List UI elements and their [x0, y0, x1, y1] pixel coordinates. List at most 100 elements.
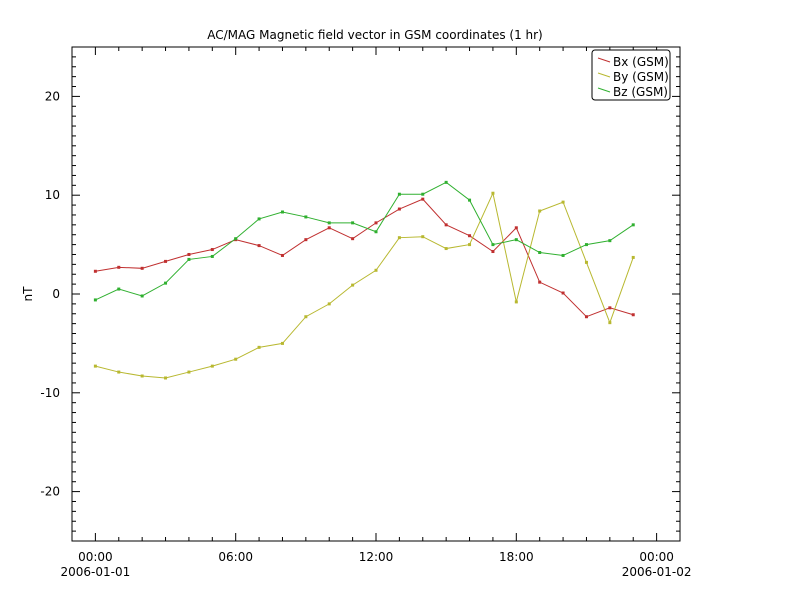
series-line	[95, 191, 634, 379]
data-point	[210, 254, 214, 258]
y-tick-label: 20	[45, 89, 60, 103]
data-point	[631, 255, 635, 259]
data-point	[164, 259, 168, 263]
series-line	[95, 181, 634, 301]
y-tick-label: -20	[40, 485, 60, 499]
data-point	[538, 280, 542, 284]
data-point	[351, 221, 355, 225]
data-point	[421, 192, 425, 196]
data-point	[584, 315, 588, 319]
data-point	[421, 235, 425, 239]
data-point	[257, 244, 261, 248]
legend-label: Bz (GSM)	[613, 85, 668, 99]
series-by	[93, 191, 635, 380]
data-point	[187, 257, 191, 261]
data-point	[514, 300, 518, 304]
data-point	[210, 248, 214, 252]
data-point	[187, 370, 191, 374]
data-point	[374, 230, 378, 234]
y-axis-label: nT	[21, 286, 35, 302]
data-point	[327, 226, 331, 230]
data-point	[561, 253, 565, 257]
data-point	[280, 253, 284, 257]
legend-label: By (GSM)	[613, 70, 669, 84]
x-tick-label: 00:00	[78, 550, 113, 564]
data-point	[327, 221, 331, 225]
data-point	[584, 243, 588, 247]
data-point	[444, 223, 448, 227]
data-point	[538, 209, 542, 213]
data-point	[631, 223, 635, 227]
data-point	[93, 269, 97, 273]
data-point	[304, 215, 308, 219]
data-point	[374, 221, 378, 225]
data-point	[234, 237, 238, 241]
data-point	[257, 217, 261, 221]
data-point	[117, 287, 121, 291]
data-point	[304, 238, 308, 242]
chart-title: AC/MAG Magnetic field vector in GSM coor…	[207, 28, 543, 42]
legend: Bx (GSM)By (GSM)Bz (GSM)	[591, 49, 671, 101]
data-point	[93, 364, 97, 368]
data-point	[280, 341, 284, 345]
series-line	[95, 198, 634, 318]
data-point	[280, 210, 284, 214]
data-point	[327, 302, 331, 306]
data-point	[351, 237, 355, 241]
data-point	[140, 374, 144, 378]
series-bx	[93, 197, 635, 319]
data-point	[257, 345, 261, 349]
x-tick-date-label: 2006-01-02	[622, 565, 692, 579]
y-tick-label: 10	[45, 188, 60, 202]
plot-frame	[71, 46, 681, 542]
data-point	[444, 180, 448, 184]
data-point	[561, 200, 565, 204]
data-point	[631, 313, 635, 317]
data-point	[140, 266, 144, 270]
data-point	[374, 268, 378, 272]
data-point	[397, 236, 401, 240]
data-point	[117, 370, 121, 374]
x-tick-label: 06:00	[218, 550, 253, 564]
data-point	[164, 281, 168, 285]
data-point	[491, 243, 495, 247]
data-point	[444, 247, 448, 251]
data-point	[397, 207, 401, 211]
data-point	[421, 197, 425, 201]
series-bz	[93, 180, 635, 302]
data-point	[164, 376, 168, 380]
data-point	[608, 306, 612, 310]
legend-swatch	[597, 72, 611, 78]
data-point	[187, 252, 191, 256]
data-point	[234, 357, 238, 361]
data-point	[608, 321, 612, 325]
data-point	[468, 198, 472, 202]
x-tick-label: 12:00	[359, 550, 394, 564]
data-point	[210, 364, 214, 368]
data-point	[117, 265, 121, 269]
y-tick-label: 0	[52, 287, 60, 301]
data-point	[468, 243, 472, 247]
data-point	[140, 294, 144, 298]
data-point	[491, 250, 495, 254]
data-point	[514, 226, 518, 230]
data-point	[608, 239, 612, 243]
legend-swatch	[597, 57, 611, 63]
x-tick-label: 00:00	[639, 550, 674, 564]
data-point	[304, 315, 308, 319]
data-point	[491, 191, 495, 195]
data-point	[561, 291, 565, 295]
data-point	[514, 238, 518, 242]
x-tick-date-label: 2006-01-01	[61, 565, 131, 579]
legend-swatch	[597, 87, 611, 93]
legend-box	[591, 49, 671, 101]
data-point	[468, 234, 472, 238]
x-tick-label: 18:00	[499, 550, 534, 564]
data-point	[538, 251, 542, 255]
legend-label: Bx (GSM)	[613, 55, 669, 69]
data-point	[397, 192, 401, 196]
data-point	[93, 298, 97, 302]
data-point	[584, 260, 588, 264]
